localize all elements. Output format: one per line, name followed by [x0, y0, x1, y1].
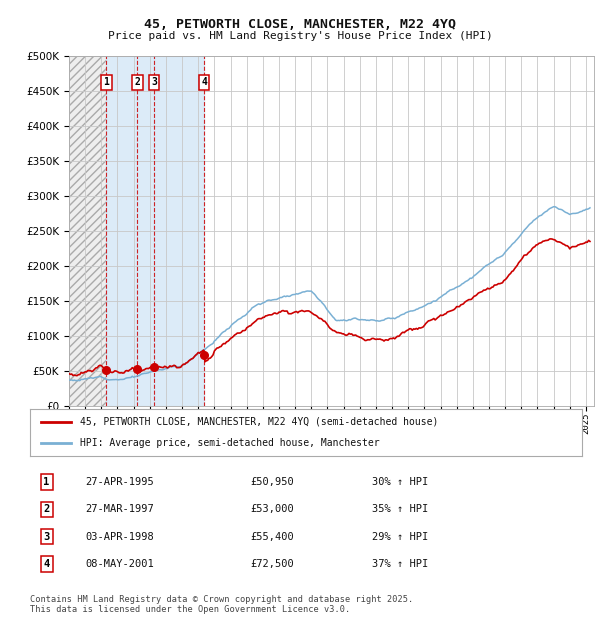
Bar: [137, 56, 154, 406]
Text: HPI: Average price, semi-detached house, Manchester: HPI: Average price, semi-detached house,…: [80, 438, 379, 448]
Text: Price paid vs. HM Land Registry's House Price Index (HPI): Price paid vs. HM Land Registry's House …: [107, 31, 493, 41]
Text: 35% ↑ HPI: 35% ↑ HPI: [372, 505, 428, 515]
Text: 29% ↑ HPI: 29% ↑ HPI: [372, 531, 428, 541]
Text: 1: 1: [104, 78, 109, 87]
Text: 3: 3: [43, 531, 50, 541]
Text: 27-MAR-1997: 27-MAR-1997: [85, 505, 154, 515]
Bar: [69, 56, 106, 406]
Text: 30% ↑ HPI: 30% ↑ HPI: [372, 477, 428, 487]
Text: 27-APR-1995: 27-APR-1995: [85, 477, 154, 487]
Text: £53,000: £53,000: [251, 505, 295, 515]
Text: £55,400: £55,400: [251, 531, 295, 541]
Text: 3: 3: [151, 78, 157, 87]
Text: 03-APR-1998: 03-APR-1998: [85, 531, 154, 541]
Text: 4: 4: [43, 559, 50, 569]
Bar: [154, 56, 204, 406]
Text: 08-MAY-2001: 08-MAY-2001: [85, 559, 154, 569]
Text: 2: 2: [43, 505, 50, 515]
Text: 37% ↑ HPI: 37% ↑ HPI: [372, 559, 428, 569]
Text: £50,950: £50,950: [251, 477, 295, 487]
Text: 2: 2: [134, 78, 140, 87]
Bar: [106, 56, 137, 406]
Text: £72,500: £72,500: [251, 559, 295, 569]
Text: 45, PETWORTH CLOSE, MANCHESTER, M22 4YQ (semi-detached house): 45, PETWORTH CLOSE, MANCHESTER, M22 4YQ …: [80, 417, 438, 427]
Text: 4: 4: [201, 78, 207, 87]
Bar: [69, 56, 106, 406]
Text: Contains HM Land Registry data © Crown copyright and database right 2025.
This d: Contains HM Land Registry data © Crown c…: [30, 595, 413, 614]
Text: 45, PETWORTH CLOSE, MANCHESTER, M22 4YQ: 45, PETWORTH CLOSE, MANCHESTER, M22 4YQ: [144, 19, 456, 31]
Text: 1: 1: [43, 477, 50, 487]
